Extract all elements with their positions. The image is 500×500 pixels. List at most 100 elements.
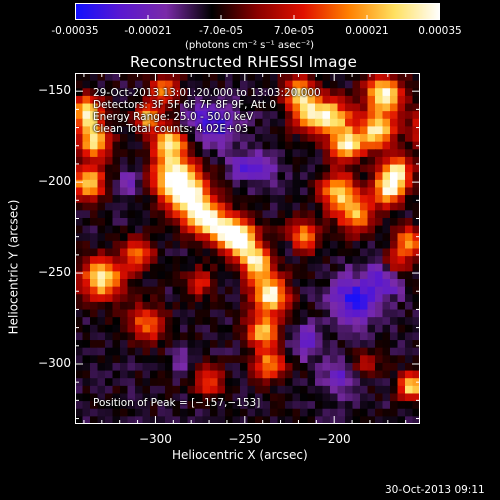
heatmap-cell bbox=[330, 195, 339, 204]
heatmap-cell bbox=[187, 408, 196, 417]
heatmap-cell bbox=[165, 294, 174, 303]
heatmap-cell bbox=[247, 172, 256, 181]
heatmap-cell bbox=[345, 126, 354, 135]
heatmap-cell bbox=[202, 210, 211, 219]
heatmap-cell bbox=[345, 149, 354, 158]
heatmap-cell bbox=[330, 141, 339, 150]
heatmap-cell bbox=[330, 126, 339, 135]
heatmap-cell bbox=[240, 370, 249, 379]
heatmap-cell bbox=[345, 88, 354, 97]
heatmap-cell bbox=[285, 202, 294, 211]
heatmap-cell bbox=[375, 362, 384, 372]
heatmap-cell bbox=[262, 332, 271, 341]
heatmap-cell bbox=[127, 134, 136, 143]
heatmap-cell bbox=[90, 233, 99, 242]
heatmap-cell bbox=[217, 279, 226, 288]
heatmap-cell bbox=[322, 401, 331, 410]
heatmap-cell bbox=[172, 263, 181, 272]
heatmap-cell bbox=[75, 355, 84, 364]
heatmap-cell bbox=[367, 385, 376, 395]
heatmap-cell bbox=[112, 118, 121, 128]
heatmap-cell bbox=[405, 118, 414, 128]
heatmap-cell bbox=[330, 340, 339, 349]
heatmap-cell bbox=[240, 164, 249, 173]
heatmap-cell bbox=[165, 248, 174, 257]
heatmap-cell bbox=[307, 256, 316, 265]
heatmap-cell bbox=[90, 179, 99, 189]
heatmap-cell bbox=[112, 408, 121, 417]
heatmap-cell bbox=[270, 149, 279, 158]
heatmap-cell bbox=[390, 240, 399, 250]
heatmap-cell bbox=[127, 317, 136, 326]
heatmap-cell bbox=[300, 233, 309, 242]
heatmap-cell bbox=[300, 324, 309, 334]
heatmap-cell bbox=[322, 202, 331, 211]
heatmap-cell bbox=[397, 210, 406, 219]
heatmap-cell bbox=[255, 378, 264, 387]
heatmap-cell bbox=[285, 149, 294, 158]
heatmap-cell bbox=[255, 225, 264, 234]
heatmap-cell bbox=[255, 408, 264, 417]
heatmap-cell bbox=[322, 156, 331, 166]
heatmap-cell bbox=[165, 195, 174, 204]
heatmap-cell bbox=[285, 225, 294, 234]
heatmap-cell bbox=[112, 301, 121, 311]
heatmap-cell bbox=[210, 355, 219, 364]
heatmap-cell bbox=[135, 126, 144, 135]
heatmap-cell bbox=[262, 80, 271, 89]
heatmap-cell bbox=[225, 309, 234, 318]
heatmap-cell bbox=[300, 179, 309, 189]
heatmap-cell bbox=[360, 416, 369, 424]
heatmap-cell bbox=[330, 347, 339, 356]
heatmap-cell bbox=[75, 103, 84, 112]
heatmap-cell bbox=[105, 279, 114, 288]
heatmap-cell bbox=[270, 141, 279, 150]
heatmap-cell bbox=[112, 355, 121, 364]
heatmap-cell bbox=[165, 225, 174, 234]
heatmap-cell bbox=[172, 80, 181, 89]
heatmap-cell bbox=[217, 416, 226, 424]
heatmap-cell bbox=[345, 248, 354, 257]
heatmap-cell bbox=[247, 195, 256, 204]
heatmap-cell bbox=[75, 408, 84, 417]
heatmap-cell bbox=[292, 385, 301, 395]
heatmap-cell bbox=[255, 240, 264, 250]
heatmap-cell bbox=[270, 134, 279, 143]
heatmap-cell bbox=[382, 340, 391, 349]
heatmap-cell bbox=[277, 385, 286, 395]
heatmap-cell bbox=[195, 340, 204, 349]
heatmap-cell bbox=[307, 286, 316, 295]
heatmap-cell bbox=[360, 172, 369, 181]
heatmap-cell bbox=[180, 126, 189, 135]
heatmap-cell bbox=[172, 286, 181, 295]
heatmap-cell bbox=[210, 179, 219, 189]
heatmap-cell bbox=[172, 179, 181, 189]
heatmap-cell bbox=[405, 126, 414, 135]
heatmap-cell bbox=[382, 286, 391, 295]
heatmap-cell bbox=[112, 156, 121, 166]
heatmap-cell bbox=[412, 179, 420, 189]
heatmap-cell bbox=[277, 149, 286, 158]
heatmap-cell bbox=[165, 286, 174, 295]
heatmap-cell bbox=[360, 233, 369, 242]
heatmap-cell bbox=[300, 118, 309, 128]
heatmap-cell bbox=[165, 324, 174, 334]
heatmap-cell bbox=[285, 103, 294, 112]
heatmap-cell bbox=[135, 309, 144, 318]
heatmap-cell bbox=[315, 279, 324, 288]
heatmap-cell bbox=[135, 111, 144, 120]
heatmap-cell bbox=[217, 370, 226, 379]
heatmap-cell bbox=[97, 111, 106, 120]
heatmap-cell bbox=[292, 271, 301, 280]
heatmap-cell bbox=[292, 233, 301, 242]
colorbar-gradient bbox=[74, 3, 441, 20]
heatmap-cell bbox=[352, 355, 361, 364]
heatmap-cell bbox=[105, 118, 114, 128]
heatmap-cell bbox=[405, 195, 414, 204]
heatmap-cell bbox=[97, 332, 106, 341]
heatmap-cell bbox=[135, 141, 144, 150]
heatmap-cell bbox=[262, 378, 271, 387]
heatmap-cell bbox=[390, 172, 399, 181]
heatmap-cell bbox=[390, 378, 399, 387]
heatmap-cell bbox=[285, 317, 294, 326]
